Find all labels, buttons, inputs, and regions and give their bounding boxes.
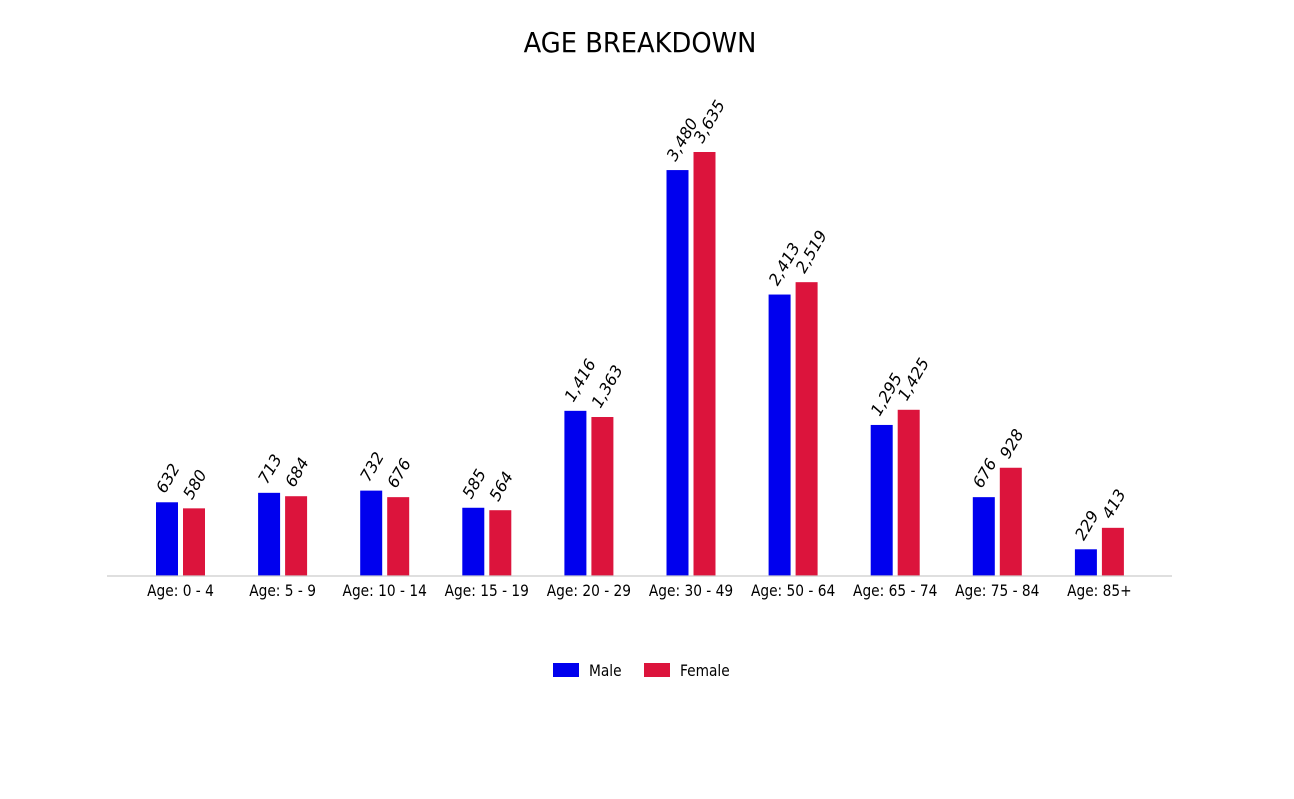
bars-group <box>156 152 1124 576</box>
bar-female-1 <box>285 496 308 576</box>
data-label-male-3: 585 <box>458 466 490 502</box>
chart-title: AGE BREAKDOWN <box>524 27 757 59</box>
x-tick-label-3: Age: 15 - 19 <box>445 581 529 600</box>
x-tick-label-6: Age: 50 - 64 <box>751 581 835 600</box>
data-label-female-0: 580 <box>179 466 211 502</box>
bar-female-5 <box>693 152 716 576</box>
bar-female-6 <box>795 282 818 576</box>
data-label-male-8: 676 <box>969 455 1001 491</box>
bar-female-9 <box>1101 527 1124 576</box>
data-label-female-8: 928 <box>996 426 1028 462</box>
bar-male-5 <box>666 170 689 576</box>
data-label-female-1: 684 <box>281 454 313 490</box>
x-tick-label-4: Age: 20 - 29 <box>547 581 631 600</box>
legend-label-female: Female <box>680 661 730 680</box>
x-tick-label-7: Age: 65 - 74 <box>853 581 937 600</box>
legend: Male Female <box>553 661 730 680</box>
legend-swatch-female <box>644 663 670 677</box>
data-label-female-2: 676 <box>383 455 415 491</box>
data-label-male-0: 632 <box>152 460 184 496</box>
bar-female-4 <box>591 417 614 576</box>
data-label-female-9: 413 <box>1098 486 1130 522</box>
legend-label-male: Male <box>589 661 622 680</box>
bar-female-3 <box>489 510 512 576</box>
bar-male-8 <box>972 497 995 576</box>
x-tick-label-2: Age: 10 - 14 <box>343 581 427 600</box>
bar-male-9 <box>1074 549 1097 576</box>
bar-male-0 <box>156 502 178 576</box>
bar-female-0 <box>183 508 205 576</box>
x-tick-label-1: Age: 5 - 9 <box>249 581 316 600</box>
bar-female-7 <box>897 409 920 576</box>
legend-swatch-male <box>553 663 579 677</box>
bar-male-3 <box>462 507 485 576</box>
x-tick-label-5: Age: 30 - 49 <box>649 581 733 600</box>
bar-male-6 <box>768 294 791 576</box>
bar-male-1 <box>258 492 281 576</box>
bar-female-2 <box>387 497 410 576</box>
bar-male-4 <box>564 410 587 576</box>
bar-female-8 <box>999 467 1022 576</box>
x-tick-labels: Age: 0 - 4 Age: 5 - 9 Age: 10 - 14 Age: 15 … <box>147 581 1132 600</box>
x-tick-label-8: Age: 75 - 84 <box>955 581 1039 600</box>
bar-male-2 <box>360 490 383 576</box>
x-tick-label-0: Age: 0 - 4 <box>147 581 214 600</box>
bar-male-7 <box>870 424 893 576</box>
x-tick-label-9: Age: 85+ <box>1067 581 1132 600</box>
data-label-male-2: 732 <box>356 449 388 485</box>
data-label-female-3: 564 <box>485 468 517 504</box>
